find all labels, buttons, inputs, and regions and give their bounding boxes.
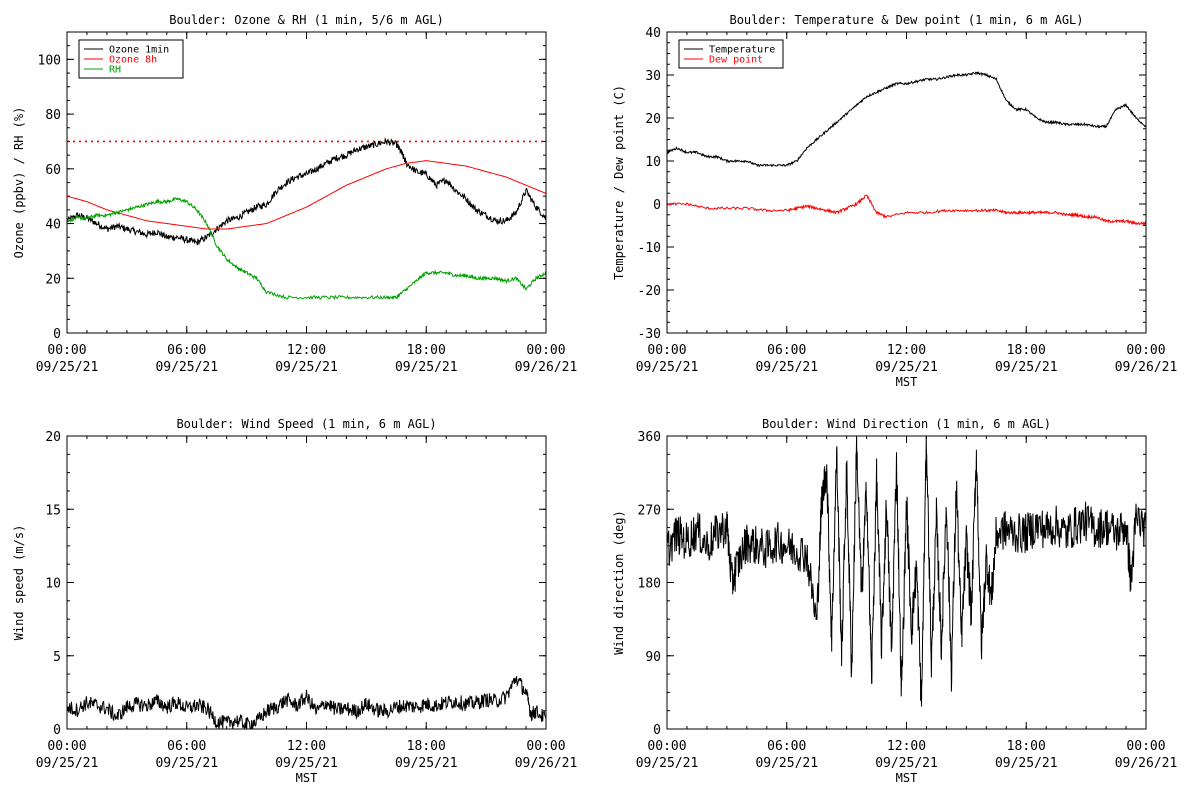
y-tick-label: 20 — [45, 430, 61, 445]
legend-entry: Ozone 8h — [109, 55, 157, 66]
x-tick-time: 00:00 — [1126, 739, 1165, 754]
plot-frame — [66, 31, 547, 334]
x-tick-time: 00:00 — [47, 343, 86, 358]
x-tick-date: 09/25/21 — [36, 756, 99, 771]
x-tick-time: 06:00 — [767, 343, 806, 358]
legend-entry: Dew point — [709, 55, 763, 66]
series-line-1 — [667, 436, 1146, 707]
x-axis-label: MST — [896, 375, 918, 389]
chart-panel-4: Boulder: Wind Direction (1 min, 6 m AGL)… — [612, 417, 1177, 785]
x-tick-time: 12:00 — [887, 739, 926, 754]
chart-panel-2: Boulder: Temperature & Dew point (1 min,… — [612, 13, 1177, 389]
x-tick-date: 09/25/21 — [36, 360, 99, 375]
x-tick-date: 09/25/21 — [636, 756, 699, 771]
y-tick-label: 270 — [638, 503, 661, 518]
x-tick-time: 06:00 — [767, 739, 806, 754]
y-tick-label: -20 — [638, 284, 661, 299]
series-line-temperature — [667, 71, 1146, 168]
x-tick-date: 09/25/21 — [995, 360, 1058, 375]
x-tick-time: 00:00 — [526, 343, 565, 358]
y-tick-label: 40 — [645, 26, 661, 41]
x-tick-date: 09/25/21 — [875, 756, 938, 771]
x-tick-date: 09/25/21 — [636, 360, 699, 375]
plot-frame — [66, 435, 547, 730]
x-tick-date: 09/26/21 — [1115, 360, 1178, 375]
chart-title: Boulder: Wind Direction (1 min, 6 m AGL) — [762, 417, 1051, 431]
y-axis-label: Temperature / Dew point (C) — [612, 85, 626, 280]
x-tick-time: 06:00 — [167, 343, 206, 358]
y-tick-label: 20 — [645, 112, 661, 127]
series-line-1 — [67, 676, 546, 729]
y-tick-label: 10 — [45, 577, 61, 592]
y-tick-label: 10 — [645, 155, 661, 170]
x-tick-date: 09/25/21 — [155, 756, 218, 771]
x-tick-time: 18:00 — [407, 343, 446, 358]
x-tick-time: 00:00 — [1126, 343, 1165, 358]
legend-entry: Temperature — [709, 45, 775, 56]
x-tick-time: 06:00 — [167, 739, 206, 754]
x-axis-label: MST — [296, 771, 318, 785]
y-tick-label: 0 — [653, 723, 661, 738]
x-tick-date: 09/25/21 — [155, 360, 218, 375]
x-tick-time: 00:00 — [47, 739, 86, 754]
x-tick-date: 09/25/21 — [275, 360, 338, 375]
x-tick-time: 18:00 — [1007, 739, 1046, 754]
y-tick-label: 30 — [645, 69, 661, 84]
x-tick-date: 09/25/21 — [755, 360, 818, 375]
x-tick-date: 09/26/21 — [515, 360, 578, 375]
x-tick-time: 12:00 — [287, 343, 326, 358]
y-tick-label: 0 — [53, 723, 61, 738]
x-tick-time: 18:00 — [1007, 343, 1046, 358]
chart-title: Boulder: Ozone & RH (1 min, 5/6 m AGL) — [169, 13, 444, 27]
chart-panel-1: Boulder: Ozone & RH (1 min, 5/6 m AGL) Oz… — [12, 13, 577, 375]
y-tick-label: 0 — [53, 327, 61, 342]
y-tick-label: 90 — [645, 650, 661, 665]
x-tick-date: 09/26/21 — [1115, 756, 1178, 771]
x-tick-time: 12:00 — [887, 343, 926, 358]
chart-title: Boulder: Temperature & Dew point (1 min,… — [729, 13, 1083, 27]
x-tick-time: 18:00 — [407, 739, 446, 754]
x-tick-date: 09/25/21 — [275, 756, 338, 771]
y-tick-label: 15 — [45, 503, 61, 518]
y-tick-label: -30 — [638, 327, 661, 342]
x-tick-date: 09/25/21 — [395, 756, 458, 771]
y-axis-label: Wind direction (deg) — [612, 510, 626, 655]
y-tick-label: 20 — [45, 272, 61, 287]
y-tick-label: 0 — [653, 198, 661, 213]
x-tick-time: 00:00 — [526, 739, 565, 754]
legend-entry: RH — [109, 65, 121, 76]
y-tick-label: 40 — [45, 218, 61, 233]
series-line-ozone-1min — [67, 137, 546, 246]
plot-frame — [666, 435, 1147, 730]
x-tick-date: 09/25/21 — [755, 756, 818, 771]
x-tick-time: 00:00 — [647, 343, 686, 358]
chart-title: Boulder: Wind Speed (1 min, 6 m AGL) — [176, 417, 436, 431]
y-tick-label: -10 — [638, 241, 661, 256]
y-tick-label: 100 — [38, 53, 61, 68]
plot-frame — [666, 31, 1147, 334]
series-line-dew-point — [667, 194, 1146, 226]
y-axis-label: Wind speed (m/s) — [12, 525, 26, 641]
x-tick-date: 09/25/21 — [395, 360, 458, 375]
y-tick-label: 5 — [53, 650, 61, 665]
y-tick-label: 360 — [638, 430, 661, 445]
x-tick-date: 09/26/21 — [515, 756, 578, 771]
chart-panel-3: Boulder: Wind Speed (1 min, 6 m AGL) Wind… — [12, 417, 577, 785]
legend-box — [678, 39, 784, 69]
x-tick-time: 00:00 — [647, 739, 686, 754]
y-axis-label: Ozone (ppbv) / RH (%) — [12, 107, 26, 259]
series-line-rh — [67, 196, 546, 301]
x-tick-date: 09/25/21 — [875, 360, 938, 375]
x-axis-label: MST — [896, 771, 918, 785]
y-tick-label: 60 — [45, 163, 61, 178]
legend-entry: Ozone 1min — [109, 45, 169, 56]
series-line-ozone-8h — [67, 160, 546, 230]
x-tick-date: 09/25/21 — [995, 756, 1058, 771]
y-tick-label: 80 — [45, 108, 61, 123]
x-tick-time: 12:00 — [287, 739, 326, 754]
y-tick-label: 180 — [638, 577, 661, 592]
